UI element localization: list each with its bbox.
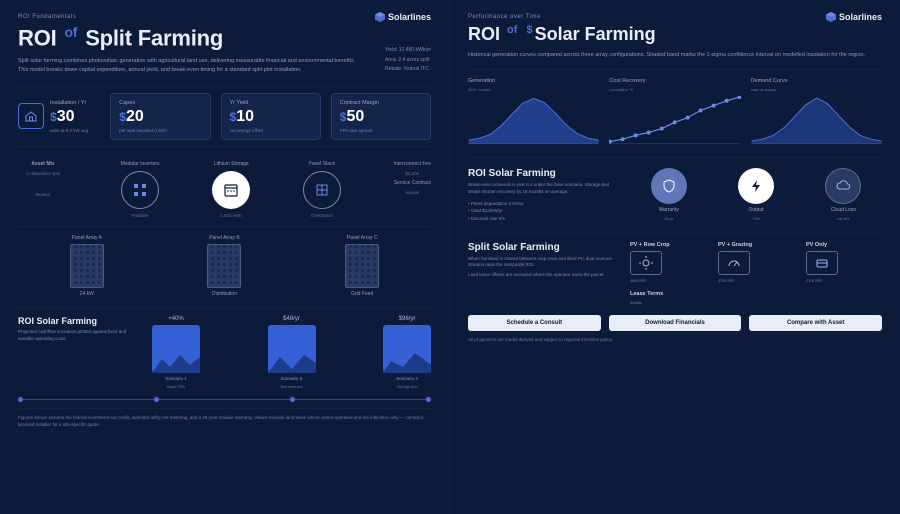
button-row: Schedule a Consult Download Financials C… [468,315,882,331]
panel-icon [303,171,341,209]
chart-generation: Generation kWh / month [468,78,599,149]
icon-item-panel: Panel Stack Orientation [303,161,341,218]
consult-button[interactable]: Schedule a Consult [468,315,601,331]
section-split: Split Solar Farming When farmland is sha… [468,233,882,305]
area-chart-2 [751,96,882,144]
scenario-card-1: +40% Scenario 1 Base PPA [152,316,200,389]
grid-cell-2: PV + Grazing 32% IRR [718,242,794,283]
side-label-1: Interconnect Fee $2,400 [393,161,431,176]
page-title-left: ROI of Split Farming [18,24,431,51]
pillar-a: Panel Array A 24 kW [70,235,104,297]
sun-icon [630,251,662,275]
section-roi: ROI Solar Farming Break-even achieved in… [468,168,882,222]
pillar-b: Panel Array B Distribution [207,235,241,297]
gauge-icon [718,251,750,275]
right-panel: Performance over Time Solarlines ROI of … [450,0,900,514]
side-label-2: Service Contract annual [393,180,431,195]
grid-icon [121,171,159,209]
cloud-icon [825,168,861,204]
panel-shape-icon [207,244,241,288]
grid-cell-3: PV Only 21% IRR [806,242,882,283]
cube-icon [826,12,836,22]
house-icon [18,103,44,129]
charts-row: Generation kWh / month Cost Recovery cum… [468,69,882,158]
scenario-chart-1 [152,325,200,373]
scenario-section: ROI Solar Farming Projected cashflow sce… [18,307,431,389]
icon-item-inverters: Modular Inverters Portable [121,161,160,218]
pillar-row: Panel Array A 24 kW Panel Array B Distri… [18,226,431,297]
scenario-card-2: $48/yr Scenario 2 Net metered [268,316,316,389]
scenario-desc: Projected cashflow scenarios plotted aga… [18,329,138,343]
pillar-c: Panel Array C Grid Feed [345,235,379,297]
badge-cloud: Cloud Loss est 8% [805,168,882,221]
page-title-right: ROI of $Solar Farming [468,24,882,45]
eyebrow-left: ROI Fundamentals [18,14,431,20]
area-chart-1 [468,96,599,144]
panel-shape-icon [70,244,104,288]
asset-mix-label: Asset Mix Collateralize split Monitor [18,161,68,218]
scenario-chart-3 [383,325,431,373]
cube-icon [375,12,385,22]
brand-right: Solarlines [826,12,882,22]
brand-left: Solarlines [375,12,431,22]
line-chart [609,96,740,144]
stat-card-capex: Capex $20 per watt installed (USD) [110,93,210,140]
badge-warranty: Warranty 25 yr [630,168,707,221]
grid-cell-4: Lease Terms details [630,291,706,305]
footer-right: All projections are model-derived and su… [468,337,882,342]
stat-card-yield: Yr Yield $10 net energy offset [221,93,321,140]
eyebrow-right: Performance over Time [468,14,882,20]
badge-output: Output +3% [717,168,794,221]
bullet-list: Yield: 12,480 kWh/yr Area: 2.4 acres spl… [385,46,431,75]
section-split-title: Split Solar Farming [468,242,618,253]
scenario-title: ROI Solar Farming [18,316,138,326]
stat-card-margin: Contract Margin $50 PPA rate spread [331,93,431,140]
scenario-card-3: $96/yr Scenario 3 Storage tied [383,316,431,389]
grid-cell-1: PV + Row Crop 48% IRR [630,242,706,283]
intro-left: Split solar farming combines photovoltai… [18,57,357,74]
stat-card-install: Installation / Yr $30 units at 8.2 kW av… [18,93,100,140]
scenario-chart-2 [268,325,316,373]
compare-button[interactable]: Compare with Asset [749,315,882,331]
icon-item-storage: Lithium Storage 1,524 kWh [212,161,250,218]
section-roi-title: ROI Solar Farming [468,168,618,179]
footer-left: Figures shown assume the federal investm… [18,408,431,429]
timeline [18,397,431,402]
left-panel: ROI Fundamentals Solarlines ROI of Split… [0,0,450,514]
shield-icon [651,168,687,204]
card-icon [806,251,838,275]
panel-shape-icon [345,244,379,288]
stat-row: Installation / Yr $30 units at 8.2 kW av… [18,86,431,147]
download-button[interactable]: Download Financials [609,315,742,331]
bolt-icon [738,168,774,204]
intro-right: Historical generation curves compared ac… [468,51,882,59]
chart-demand: Demand Curve load vs supply [751,78,882,149]
icon-row: Asset Mix Collateralize split Monitor Mo… [18,161,431,218]
calendar-icon [212,171,250,209]
chart-recovery: Cost Recovery cumulative % [609,78,740,149]
